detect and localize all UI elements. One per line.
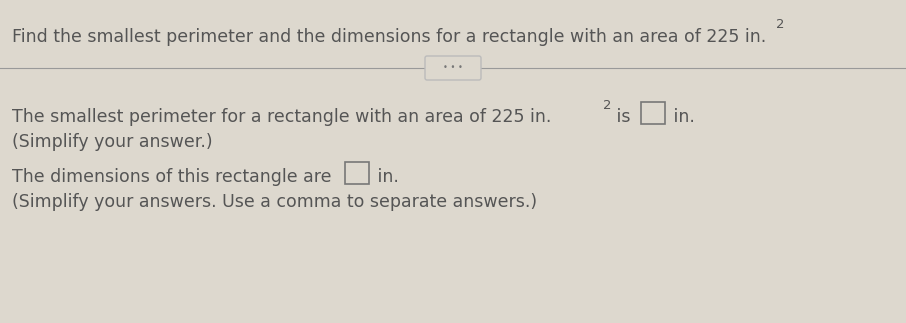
FancyBboxPatch shape — [425, 56, 481, 80]
Text: is: is — [611, 108, 631, 126]
Bar — [345, 162, 369, 184]
Text: The dimensions of this rectangle are: The dimensions of this rectangle are — [12, 168, 332, 186]
Text: (Simplify your answers. Use a comma to separate answers.): (Simplify your answers. Use a comma to s… — [12, 193, 537, 211]
Text: in.: in. — [372, 168, 399, 186]
Text: 2: 2 — [776, 18, 785, 31]
Text: The smallest perimeter for a rectangle with an area of 225 in.: The smallest perimeter for a rectangle w… — [12, 108, 552, 126]
Bar — [641, 102, 665, 124]
Text: (Simplify your answer.): (Simplify your answer.) — [12, 133, 213, 151]
Text: 2: 2 — [603, 99, 612, 112]
Text: Find the smallest perimeter and the dimensions for a rectangle with an area of 2: Find the smallest perimeter and the dime… — [12, 28, 766, 46]
Text: • • •: • • • — [443, 64, 463, 72]
Text: in.: in. — [668, 108, 695, 126]
